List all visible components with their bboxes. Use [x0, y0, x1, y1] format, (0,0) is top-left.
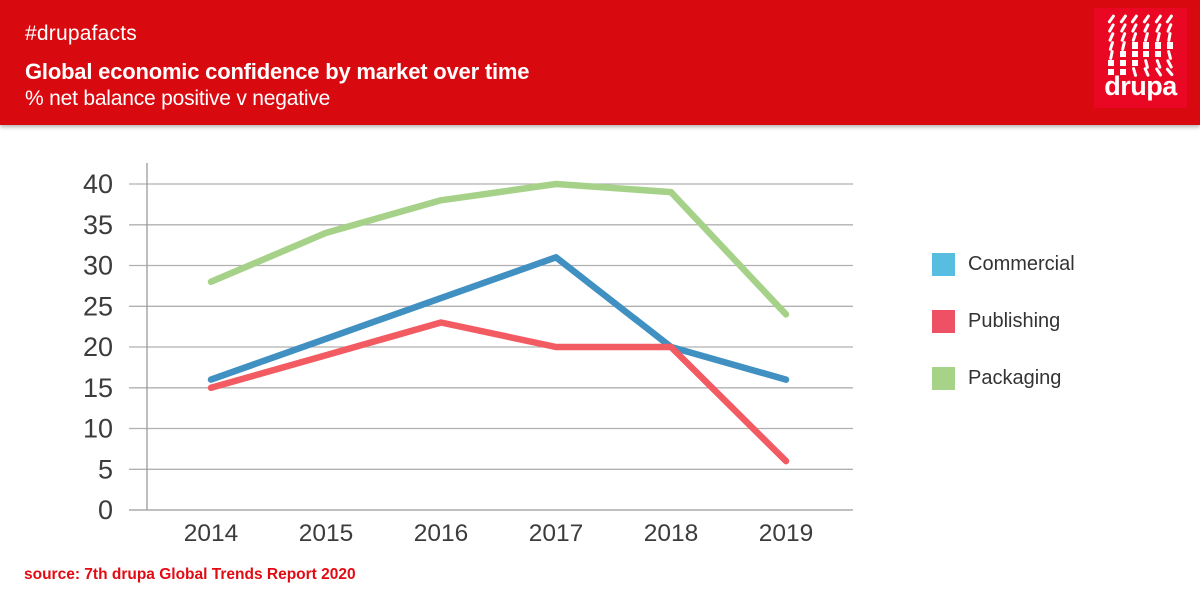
logo-pattern-mark [1120, 40, 1126, 51]
logo-pattern-mark [1155, 31, 1161, 42]
drupa-logo-text: drupa [1104, 71, 1177, 101]
logo-pattern-mark [1155, 42, 1162, 49]
logo-pattern-mark [1119, 60, 1127, 67]
logo-pattern-mark [1108, 49, 1114, 60]
legend-label: Publishing [968, 310, 1061, 332]
drupa-logo-pattern-icon [1106, 14, 1176, 78]
logo-pattern-mark [1131, 60, 1138, 67]
logo-pattern-mark [1131, 42, 1138, 49]
legend-item-packaging: Packaging [932, 367, 1075, 390]
y-axis-tick-label: 0 [98, 495, 113, 525]
drupa-logo: drupa [1094, 8, 1187, 108]
logo-pattern-mark [1119, 14, 1127, 24]
x-axis-tick-label: 2018 [644, 520, 699, 547]
legend-swatch-packaging [932, 367, 955, 390]
logo-pattern-mark [1131, 51, 1138, 58]
y-axis-tick-label: 25 [83, 291, 113, 321]
legend-swatch-commercial [932, 253, 955, 276]
x-axis-tick-label: 2014 [184, 520, 239, 547]
legend-item-commercial: Commercial [932, 253, 1075, 276]
logo-pattern-mark [1131, 31, 1138, 42]
legend-label: Packaging [968, 367, 1062, 389]
logo-pattern-mark [1108, 60, 1115, 67]
logo-pattern-mark [1119, 69, 1127, 76]
legend-item-publishing: Publishing [932, 310, 1075, 333]
logo-pattern-mark [1166, 42, 1173, 49]
x-axis-tick-label: 2019 [759, 520, 814, 547]
series-line-packaging [207, 180, 790, 318]
y-axis-tick-label: 5 [98, 454, 113, 484]
y-axis-tick-label: 35 [83, 210, 113, 240]
y-axis-tick-label: 40 [83, 169, 113, 199]
y-axis-tick-label: 15 [83, 373, 113, 403]
logo-pattern-mark [1167, 31, 1173, 42]
y-axis-tick-label: 10 [83, 414, 113, 444]
logo-pattern-mark [1155, 51, 1162, 58]
logo-pattern-mark [1143, 51, 1150, 58]
legend-label: Commercial [968, 253, 1075, 275]
header-banner: #drupafacts Global economic confidence b… [0, 0, 1200, 125]
logo-pattern-mark [1108, 69, 1115, 76]
x-axis-tick-label: 2017 [529, 520, 584, 547]
logo-pattern-mark [1143, 31, 1150, 42]
y-axis-tick-label: 20 [83, 332, 113, 362]
logo-pattern-mark [1119, 51, 1127, 58]
logo-pattern-mark [1143, 42, 1150, 49]
x-axis-tick-label: 2015 [299, 520, 354, 547]
chart-legend: Commercial Publishing Packaging [932, 253, 1075, 390]
y-axis-tick-label: 30 [83, 251, 113, 281]
logo-pattern-mark [1107, 14, 1116, 24]
logo-pattern-mark [1167, 49, 1173, 60]
logo-pattern-mark [1154, 14, 1163, 24]
series-line-commercial [207, 254, 790, 383]
hashtag-label: #drupafacts [25, 22, 137, 45]
chart-subtitle: % net balance positive v negative [25, 87, 331, 110]
chart-title: Global economic confidence by market ove… [25, 59, 530, 84]
confidence-line-chart: 0 5 10 15 20 25 30 35 40 2014 2015 2016 2017 2018 2019 [83, 163, 853, 547]
source-note: source: 7th drupa Global Trends Report 2… [24, 566, 356, 583]
x-axis-tick-label: 2016 [414, 520, 469, 547]
series-line-publishing [207, 319, 790, 465]
legend-swatch-publishing [932, 310, 955, 333]
